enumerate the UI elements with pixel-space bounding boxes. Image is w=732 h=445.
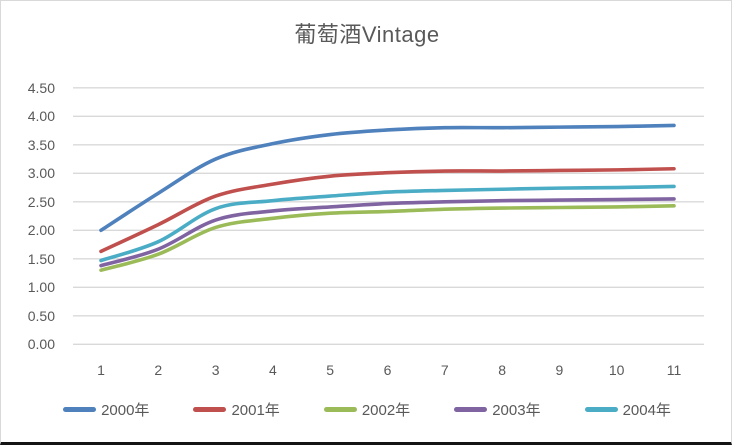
y-tick-label: 4.50 bbox=[27, 79, 55, 96]
legend-label-2000: 2000年 bbox=[101, 402, 150, 419]
y-tick-label: 2.50 bbox=[27, 193, 55, 210]
legend-marker-2002 bbox=[323, 407, 357, 412]
y-tick-label: 0.50 bbox=[27, 307, 55, 324]
x-tick-label: 10 bbox=[608, 362, 625, 378]
legend-item-2004: 2004年 bbox=[584, 399, 671, 420]
legend-label-2003: 2003年 bbox=[492, 402, 541, 419]
x-tick-label: 9 bbox=[555, 362, 564, 378]
y-tick-label: 1.00 bbox=[27, 279, 55, 296]
x-tick-label: 6 bbox=[383, 362, 392, 378]
legend-item-2003: 2003年 bbox=[454, 399, 541, 420]
legend-marker-2004 bbox=[584, 407, 618, 412]
x-tick-label: 11 bbox=[666, 362, 682, 378]
series-line-3 bbox=[99, 197, 676, 268]
legend-label-2004: 2004年 bbox=[622, 402, 671, 419]
x-tick-label: 8 bbox=[498, 362, 506, 378]
legend-item-2001: 2001年 bbox=[193, 399, 280, 420]
x-tick-label: 2 bbox=[154, 362, 163, 378]
legend-marker-2003 bbox=[454, 407, 488, 412]
y-tick-label: 3.00 bbox=[27, 165, 55, 182]
x-tick-label: 4 bbox=[268, 362, 277, 378]
y-tick-label: 4.00 bbox=[27, 108, 55, 125]
legend-marker-2000 bbox=[63, 407, 97, 412]
legend-item-2002: 2002年 bbox=[323, 399, 411, 420]
y-tick-label: 2.00 bbox=[27, 222, 55, 239]
legend-item-2000: 2000年 bbox=[63, 399, 149, 420]
series-line-4 bbox=[99, 184, 676, 263]
chart-title: 葡萄酒Vintage bbox=[294, 22, 440, 47]
legend-label-2002: 2002年 bbox=[361, 402, 411, 419]
x-tick-label: 3 bbox=[211, 362, 220, 378]
x-tick-label: 7 bbox=[440, 362, 449, 378]
y-tick-label: 1.50 bbox=[27, 250, 55, 267]
series-line-0 bbox=[99, 123, 676, 233]
series-line-1 bbox=[99, 166, 676, 254]
x-tick-label: 1 bbox=[97, 362, 105, 378]
legend-label-2001: 2001年 bbox=[231, 402, 280, 419]
series-line-2 bbox=[99, 203, 676, 272]
y-tick-label: 3.50 bbox=[27, 136, 55, 153]
y-tick-label: 0.00 bbox=[27, 336, 55, 353]
x-tick-label: 5 bbox=[326, 362, 335, 378]
legend: 2000年 2001年 2002年 2003年 2004年 bbox=[1, 399, 731, 420]
legend-marker-2001 bbox=[193, 407, 227, 412]
